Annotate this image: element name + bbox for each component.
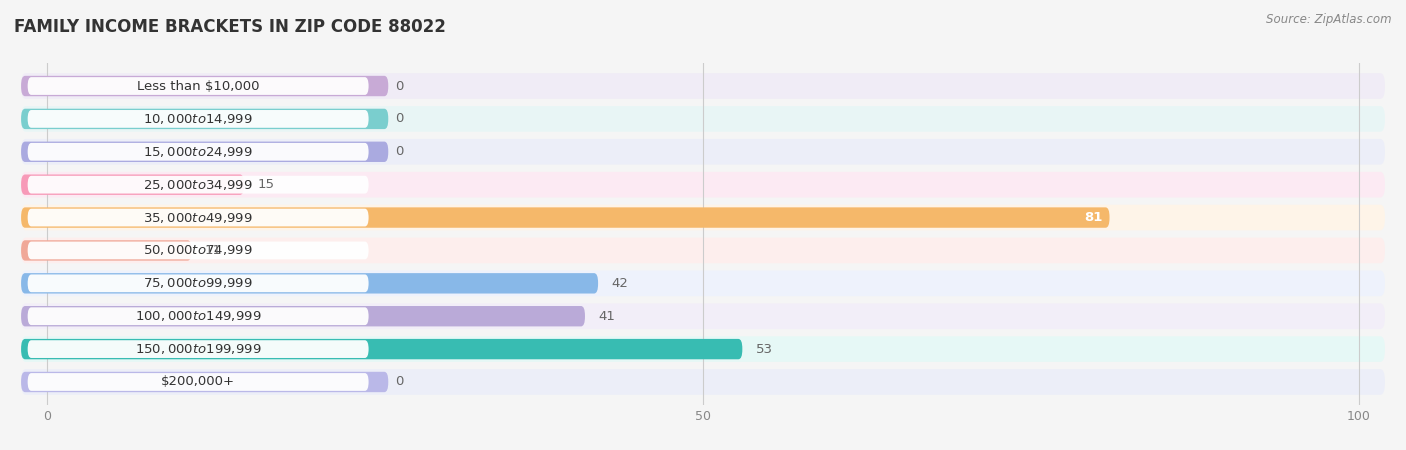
Text: 0: 0 — [395, 80, 404, 93]
Text: $15,000 to $24,999: $15,000 to $24,999 — [143, 145, 253, 159]
FancyBboxPatch shape — [28, 242, 368, 259]
FancyBboxPatch shape — [28, 209, 368, 226]
FancyBboxPatch shape — [21, 207, 1109, 228]
Text: 41: 41 — [598, 310, 614, 323]
Text: 81: 81 — [1084, 211, 1102, 224]
Text: 53: 53 — [755, 342, 772, 356]
Text: $10,000 to $14,999: $10,000 to $14,999 — [143, 112, 253, 126]
FancyBboxPatch shape — [21, 238, 1385, 263]
Text: FAMILY INCOME BRACKETS IN ZIP CODE 88022: FAMILY INCOME BRACKETS IN ZIP CODE 88022 — [14, 18, 446, 36]
Text: $35,000 to $49,999: $35,000 to $49,999 — [143, 211, 253, 225]
Text: Less than $10,000: Less than $10,000 — [136, 80, 259, 93]
FancyBboxPatch shape — [21, 369, 1385, 395]
Text: 42: 42 — [612, 277, 628, 290]
FancyBboxPatch shape — [28, 274, 368, 292]
Text: 0: 0 — [395, 145, 404, 158]
Text: Source: ZipAtlas.com: Source: ZipAtlas.com — [1267, 14, 1392, 27]
FancyBboxPatch shape — [28, 77, 368, 95]
Text: $75,000 to $99,999: $75,000 to $99,999 — [143, 276, 253, 290]
FancyBboxPatch shape — [28, 176, 368, 194]
FancyBboxPatch shape — [28, 340, 368, 358]
Text: 0: 0 — [395, 375, 404, 388]
Text: $25,000 to $34,999: $25,000 to $34,999 — [143, 178, 253, 192]
FancyBboxPatch shape — [21, 372, 388, 392]
FancyBboxPatch shape — [21, 336, 1385, 362]
FancyBboxPatch shape — [21, 270, 1385, 296]
FancyBboxPatch shape — [21, 205, 1385, 230]
Text: $200,000+: $200,000+ — [162, 375, 235, 388]
FancyBboxPatch shape — [28, 143, 368, 161]
Text: 0: 0 — [395, 112, 404, 126]
Text: 15: 15 — [257, 178, 274, 191]
FancyBboxPatch shape — [21, 73, 1385, 99]
FancyBboxPatch shape — [21, 306, 585, 326]
FancyBboxPatch shape — [28, 307, 368, 325]
FancyBboxPatch shape — [21, 76, 388, 96]
FancyBboxPatch shape — [21, 175, 245, 195]
FancyBboxPatch shape — [21, 106, 1385, 132]
FancyBboxPatch shape — [21, 172, 1385, 198]
Text: 11: 11 — [205, 244, 222, 257]
FancyBboxPatch shape — [28, 110, 368, 128]
FancyBboxPatch shape — [28, 373, 368, 391]
FancyBboxPatch shape — [21, 142, 388, 162]
Text: $50,000 to $74,999: $50,000 to $74,999 — [143, 243, 253, 257]
FancyBboxPatch shape — [21, 139, 1385, 165]
FancyBboxPatch shape — [21, 339, 742, 359]
FancyBboxPatch shape — [21, 303, 1385, 329]
Text: $100,000 to $149,999: $100,000 to $149,999 — [135, 309, 262, 323]
FancyBboxPatch shape — [21, 240, 191, 261]
FancyBboxPatch shape — [21, 109, 388, 129]
FancyBboxPatch shape — [21, 273, 598, 293]
Text: $150,000 to $199,999: $150,000 to $199,999 — [135, 342, 262, 356]
